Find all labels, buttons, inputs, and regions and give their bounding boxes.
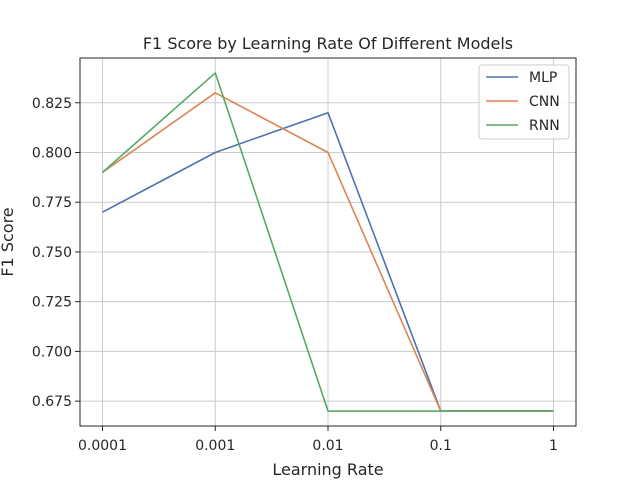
legend-label-rnn: RNN: [529, 118, 560, 134]
x-tick-label: 0.01: [312, 438, 343, 454]
y-tick-label: 0.775: [32, 195, 72, 211]
series-line-rnn: [101, 72, 554, 412]
x-tick-label: 1: [549, 438, 558, 454]
legend-label-mlp: MLP: [529, 70, 557, 86]
y-tick-label: 0.800: [32, 145, 72, 161]
y-tick-label: 0.725: [32, 295, 72, 311]
y-tick-label: 0.825: [32, 96, 72, 112]
x-tick-label: 0.001: [195, 438, 235, 454]
y-tick-label: 0.675: [32, 394, 72, 410]
legend: MLP CNN RNN: [478, 64, 570, 140]
legend-box: [478, 64, 570, 140]
chart-title: F1 Score by Learning Rate Of Different M…: [143, 34, 513, 53]
grid: [80, 58, 576, 426]
y-axis-label: F1 Score: [0, 207, 17, 276]
axis-ticks: 0.0001 0.001 0.01 0.1 1 0.675 0.700 0.725 0.750 0…: [32, 96, 558, 454]
plot-frame: [79, 57, 577, 427]
y-tick-label: 0.700: [32, 344, 72, 360]
x-axis-label: Learning Rate: [272, 460, 383, 479]
series-lines: [101, 72, 554, 412]
x-tick-label: 0.1: [430, 438, 452, 454]
legend-label-cnn: CNN: [529, 94, 560, 110]
y-tick-label: 0.750: [32, 245, 72, 261]
x-tick-label: 0.0001: [78, 438, 127, 454]
